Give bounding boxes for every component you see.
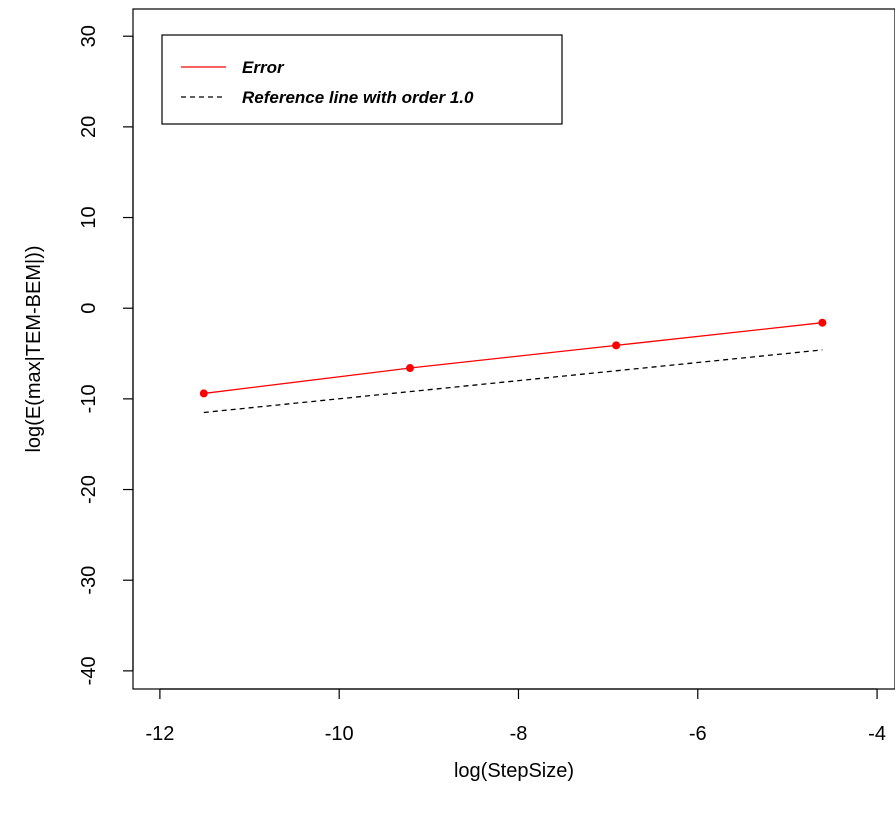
- legend-label-error: Error: [242, 58, 285, 77]
- x-tick-label: -12: [145, 723, 174, 745]
- y-tick-label: -20: [78, 475, 100, 504]
- legend-box: [161, 34, 563, 125]
- x-tick-label: -8: [510, 723, 528, 745]
- x-axis: -12 -10 -8 -6 -4: [145, 688, 886, 745]
- y-axis: -40 -30 -20 -10 0 10 20 30: [78, 25, 134, 685]
- error-point: [612, 341, 621, 350]
- y-tick-label: -30: [78, 566, 100, 595]
- x-tick-label: -4: [868, 723, 886, 745]
- x-axis-title: log(StepSize): [454, 760, 574, 782]
- y-tick-label: 30: [78, 25, 100, 47]
- error-point: [199, 389, 208, 398]
- series-line-error: [203, 322, 823, 395]
- y-tick-label: 20: [78, 116, 100, 138]
- y-tick-label: 0: [78, 303, 100, 314]
- y-tick-label: -10: [78, 384, 100, 413]
- y-axis-title: log(E(max|TEM-BEM|)): [23, 245, 45, 452]
- series-layer: [199, 318, 827, 414]
- error-point: [818, 318, 827, 327]
- y-tick-label: 10: [78, 206, 100, 228]
- x-tick-label: -10: [325, 723, 354, 745]
- legend-label-reference: Reference line with order 1.0: [242, 88, 474, 107]
- legend: Error Reference line with order 1.0: [161, 34, 563, 125]
- error-point: [406, 364, 415, 373]
- x-tick-label: -6: [689, 723, 707, 745]
- series-line-reference: [203, 349, 823, 414]
- y-tick-label: -40: [78, 656, 100, 685]
